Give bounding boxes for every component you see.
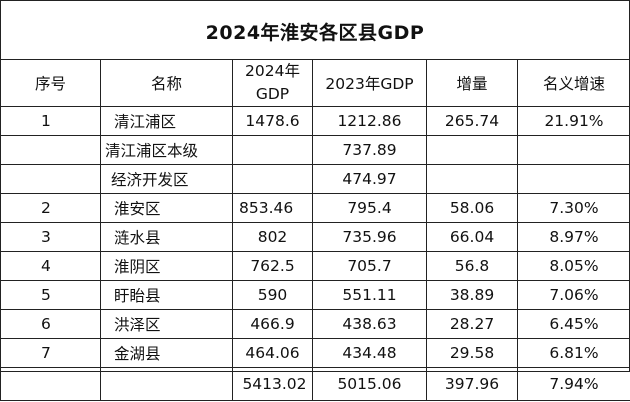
header-no: 序号 xyxy=(0,59,101,107)
table-row: 7 金湖县 464.06 434.48 29.58 6.81% xyxy=(0,338,630,368)
table-row: 经济开发区 474.97 xyxy=(0,164,630,194)
header-gdp2024: 2024年GDP xyxy=(232,59,313,107)
cell-no xyxy=(0,164,101,194)
cell-growth: 6.45% xyxy=(517,309,630,339)
cell-name: 盱眙县 xyxy=(100,280,233,310)
cell-gdp2023: 474.97 xyxy=(312,164,427,194)
header-row: 序号 名称 2024年GDP 2023年GDP 增量 名义增速 xyxy=(0,59,630,107)
cell-gdp2024: 464.06 xyxy=(232,338,313,368)
cell-increase: 56.8 xyxy=(426,251,518,281)
cell-gdp2023: 795.4 xyxy=(312,193,427,223)
total-gdp2024: 5413.02 xyxy=(232,367,313,401)
table-row: 5 盱眙县 590 551.11 38.89 7.06% xyxy=(0,280,630,310)
table-row: 3 涟水县 802 735.96 66.04 8.97% xyxy=(0,222,630,252)
header-gdp2023: 2023年GDP xyxy=(312,59,427,107)
header-increase: 增量 xyxy=(426,59,518,107)
cell-increase xyxy=(426,135,518,165)
cell-gdp2023: 705.7 xyxy=(312,251,427,281)
cell-gdp2024: 853.46 xyxy=(232,193,313,223)
header-growth: 名义增速 xyxy=(517,59,630,107)
total-growth: 7.94% xyxy=(517,367,630,401)
cell-gdp2024: 590 xyxy=(232,280,313,310)
cell-gdp2023: 1212.86 xyxy=(312,106,427,136)
cell-gdp2024 xyxy=(232,164,313,194)
cell-gdp2023: 434.48 xyxy=(312,338,427,368)
cell-name: 淮阴区 xyxy=(100,251,233,281)
table-row: 2 淮安区 853.46 795.4 58.06 7.30% xyxy=(0,193,630,223)
cell-no: 5 xyxy=(0,280,101,310)
table-row: 4 淮阴区 762.5 705.7 56.8 8.05% xyxy=(0,251,630,281)
cell-name: 金湖县 xyxy=(100,338,233,368)
cell-no: 3 xyxy=(0,222,101,252)
cell-growth xyxy=(517,135,630,165)
table-title: 2024年淮安各区县GDP xyxy=(205,21,425,44)
total-name-empty xyxy=(100,367,233,401)
cell-gdp2023: 735.96 xyxy=(312,222,427,252)
total-increase: 397.96 xyxy=(426,367,518,401)
cell-name: 淮安区 xyxy=(100,193,233,223)
cell-no: 7 xyxy=(0,338,101,368)
cell-growth: 7.30% xyxy=(517,193,630,223)
cell-gdp2024: 762.5 xyxy=(232,251,313,281)
cell-increase: 29.58 xyxy=(426,338,518,368)
cell-growth: 6.81% xyxy=(517,338,630,368)
cell-gdp2023: 551.11 xyxy=(312,280,427,310)
cell-name: 涟水县 xyxy=(100,222,233,252)
cell-increase: 66.04 xyxy=(426,222,518,252)
cell-no: 2 xyxy=(0,193,101,223)
cell-name: 清江浦区本级 xyxy=(100,135,233,165)
total-no-empty xyxy=(0,367,101,401)
cell-no: 4 xyxy=(0,251,101,281)
total-gdp2023: 5015.06 xyxy=(312,367,427,401)
cell-increase: 58.06 xyxy=(426,193,518,223)
cell-growth: 7.06% xyxy=(517,280,630,310)
cell-gdp2023: 737.89 xyxy=(312,135,427,165)
cell-name: 经济开发区 xyxy=(100,164,233,194)
total-row: 5413.02 5015.06 397.96 7.94% xyxy=(0,367,630,401)
cell-increase: 265.74 xyxy=(426,106,518,136)
cell-growth xyxy=(517,164,630,194)
cell-gdp2024 xyxy=(232,135,313,165)
cell-no: 1 xyxy=(0,106,101,136)
cell-gdp2024: 466.9 xyxy=(232,309,313,339)
cell-gdp2023: 438.63 xyxy=(312,309,427,339)
cell-no: 6 xyxy=(0,309,101,339)
table-row: 1 清江浦区 1478.6 1212.86 265.74 21.91% xyxy=(0,106,630,136)
cell-increase xyxy=(426,164,518,194)
table-row: 6 洪泽区 466.9 438.63 28.27 6.45% xyxy=(0,309,630,339)
cell-growth: 8.97% xyxy=(517,222,630,252)
cell-growth: 21.91% xyxy=(517,106,630,136)
cell-name: 清江浦区 xyxy=(100,106,233,136)
cell-increase: 28.27 xyxy=(426,309,518,339)
cell-growth: 8.05% xyxy=(517,251,630,281)
table-row: 清江浦区本级 737.89 xyxy=(0,135,630,165)
cell-increase: 38.89 xyxy=(426,280,518,310)
cell-gdp2024: 1478.6 xyxy=(232,106,313,136)
cell-name: 洪泽区 xyxy=(100,309,233,339)
header-name: 名称 xyxy=(100,59,233,107)
gdp-table: 序号 名称 2024年GDP 2023年GDP 增量 名义增速 1 清江浦区 1… xyxy=(0,59,630,401)
cell-no xyxy=(0,135,101,165)
cell-gdp2024: 802 xyxy=(232,222,313,252)
